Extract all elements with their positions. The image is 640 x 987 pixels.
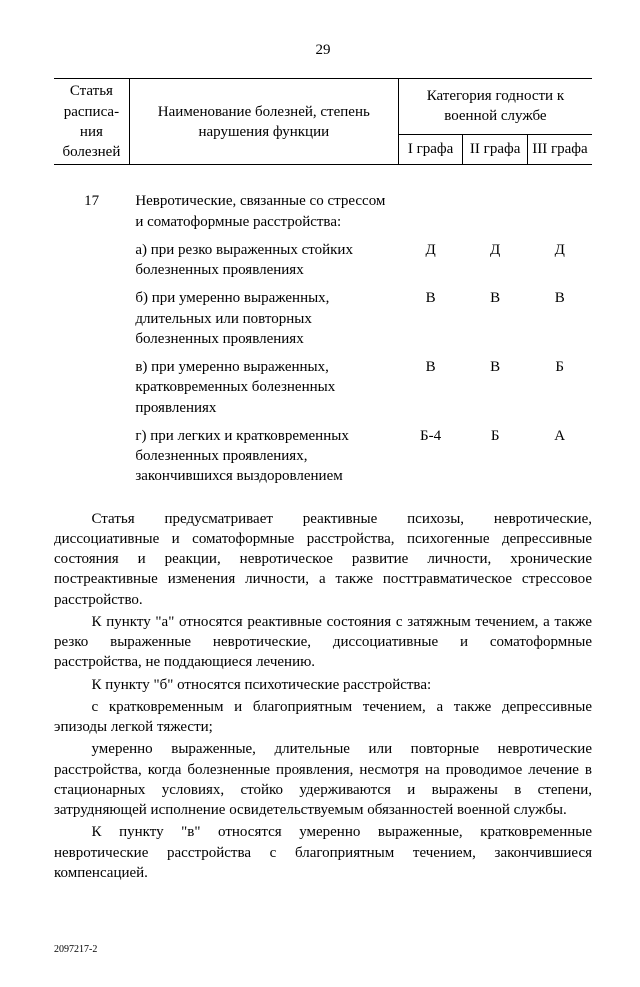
col-name: Наименование болезней, степень нарушения… [129,79,398,165]
item-label: в) при умеренно выраженных, кратковремен… [129,353,398,422]
paragraph: К пункту "в" относятся умеренно выраженн… [54,822,592,883]
paragraph: умеренно выраженные, длительные или повт… [54,739,592,820]
footer-code: 2097217-2 [54,943,592,957]
item-label: б) при умеренно выраженных, длительных и… [129,284,398,353]
cell: Б [463,422,528,491]
col-sub-2: II графа [463,134,528,165]
col-article: Статья расписа-ния болезней [54,79,129,165]
table-row: 17 Невротические, связанные со стрессом … [54,187,592,236]
table-row: г) при легких и кратковременных болезнен… [54,422,592,491]
paragraph: Статья предусматривает реактивные психоз… [54,509,592,610]
article-title: Невротические, связанные со стрессом и с… [129,187,398,236]
table-body: 17 Невротические, связанные со стрессом … [54,187,592,490]
table-header: Статья расписа-ния болезней Наименование… [54,78,592,165]
cell: В [463,353,528,422]
table-row: в) при умеренно выраженных, кратковремен… [54,353,592,422]
cell: Д [463,236,528,285]
col-category: Категория годности к военной службе [398,79,592,134]
col-sub-3: III графа [527,134,592,165]
table-row: б) при умеренно выраженных, длительных и… [54,284,592,353]
article-number: 17 [54,187,129,236]
cell: В [398,353,463,422]
cell: В [527,284,592,353]
cell: А [527,422,592,491]
item-label: г) при легких и кратковременных болезнен… [129,422,398,491]
col-sub-1: I графа [398,134,463,165]
cell: В [463,284,528,353]
item-label: а) при резко выраженных стойких болезнен… [129,236,398,285]
paragraph: с кратковременным и благоприятным течени… [54,697,592,738]
cell: Д [398,236,463,285]
table-row: а) при резко выраженных стойких болезнен… [54,236,592,285]
cell: Б [527,353,592,422]
cell: Д [527,236,592,285]
cell: Б-4 [398,422,463,491]
cell: В [398,284,463,353]
page-number: 29 [54,40,592,60]
paragraph: К пункту "а" относятся реактивные состоя… [54,612,592,673]
paragraph: К пункту "б" относятся психотические рас… [54,675,592,695]
